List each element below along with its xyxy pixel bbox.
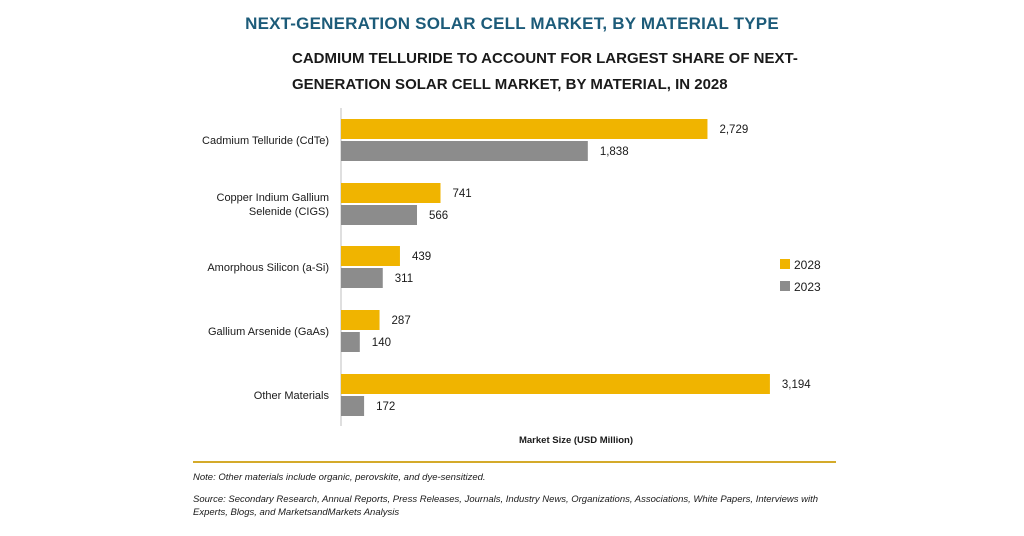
bar-2023-3 [341,332,360,352]
bar-2023-0 [341,141,588,161]
data-label-2023-0: 1,838 [600,146,629,158]
chart-title: NEXT-GENERATION SOLAR CELL MARKET, BY MA… [245,14,779,33]
category-label: Cadmium Telluride (CdTe) [202,135,329,147]
data-label-2028-2: 439 [412,251,431,263]
bar-2028-0 [341,119,708,139]
data-label-2023-4: 172 [376,401,395,413]
category-label: Amorphous Silicon (a-Si) [207,262,329,274]
category-label: Other Materials [254,390,330,402]
bar-2028-2 [341,246,400,266]
bar-2023-2 [341,268,383,288]
bar-chart: Cadmium Telluride (CdTe) 2,729 1,838 Copper… [202,108,821,446]
data-label-2028-4: 3,194 [782,379,811,391]
chart-source: Source: Secondary Research, Annual Repor… [193,494,818,518]
data-label-2023-3: 140 [372,337,391,349]
data-label-2023-1: 566 [429,210,448,222]
legend-label-2023: 2023 [794,280,821,294]
bar-2023-1 [341,205,418,225]
data-label-2028-0: 2,729 [719,124,748,136]
data-label-2023-2: 311 [395,273,413,285]
bar-2028-1 [341,183,441,203]
chart-subtitle: CADMIUM TELLURIDE TO ACCOUNT FOR LARGEST… [292,50,798,93]
category-label: Gallium Arsenide (GaAs) [208,326,329,338]
chart-note: Note: Other materials include organic, p… [193,472,486,483]
divider [193,461,836,463]
bar-2023-4 [341,396,365,416]
x-axis-title: Market Size (USD Million) [519,435,633,446]
data-label-2028-3: 287 [392,315,411,327]
bar-2028-3 [341,310,380,330]
legend-swatch-2023 [780,281,790,291]
data-label-2028-1: 741 [453,188,472,200]
category-label: Copper Indium Gallium Selenide (CIGS) [217,192,330,218]
bar-2028-4 [341,374,770,394]
legend-swatch-2028 [780,259,790,269]
legend-label-2028: 2028 [794,258,821,272]
